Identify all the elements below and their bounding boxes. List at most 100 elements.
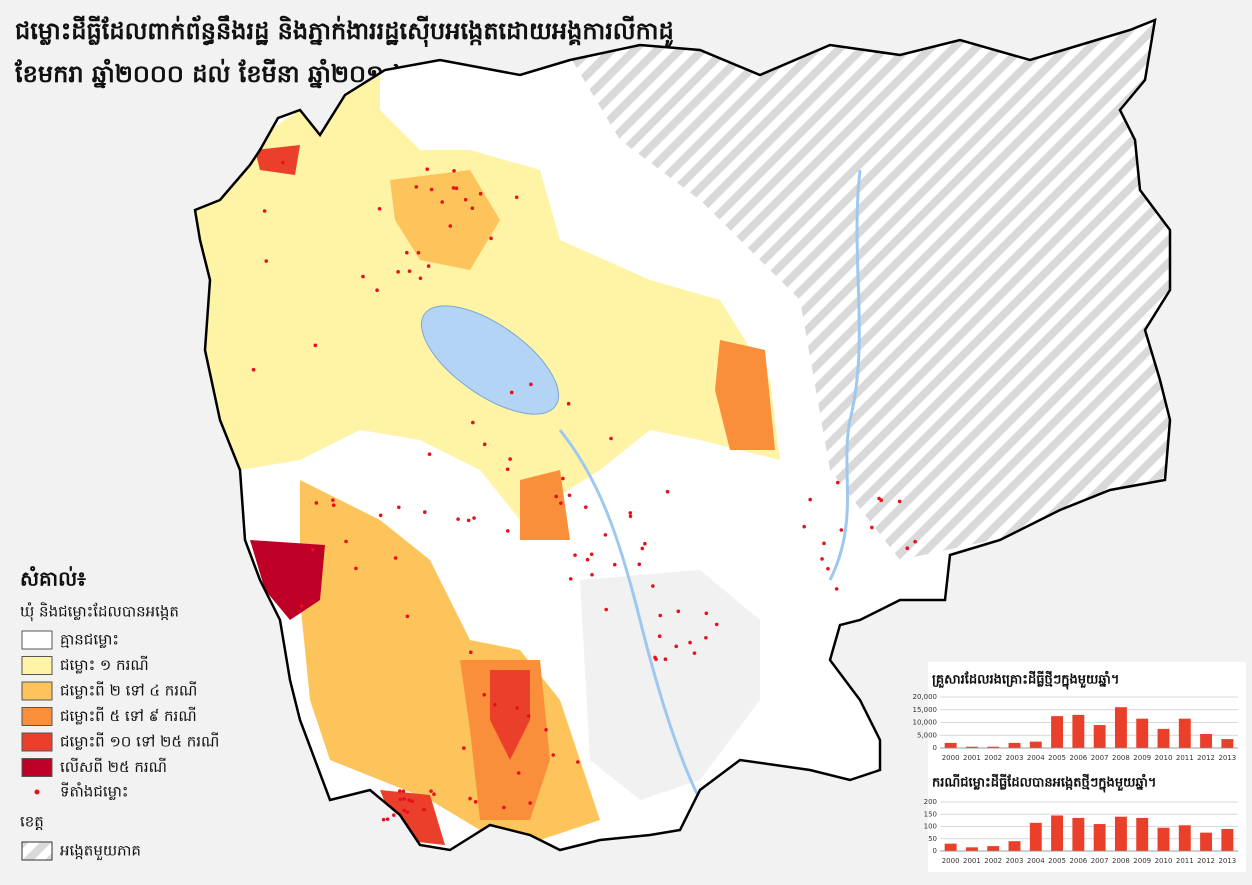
map-title: ជម្លោះដីធ្លីដែលពាក់ព័ន្ធនឹងរដ្ឋ និងភ្នាក… [15,15,674,48]
conflict-point [407,798,411,802]
conflict-point [584,505,588,510]
bar [1093,725,1106,748]
bar [1051,815,1064,851]
bar [944,843,957,851]
legend-label: លើសពី ២៥ ករណី [60,757,167,776]
conflict-point [391,813,396,817]
conflict-point [505,467,510,472]
x-tick-label: 2007 [1091,754,1109,762]
x-tick-label: 2003 [1006,857,1024,865]
legend-label: ជម្លោះ ១ ករណី [60,655,149,674]
charts: គ្រួសារដែលរងគ្រោះដីធ្លីថ្មីៗក្នុងមួយឆ្នា… [913,671,1238,865]
conflict-point [454,186,459,191]
bar [1221,739,1234,748]
conflict-point [835,480,840,485]
conflict-point [879,498,884,503]
bar [1114,816,1127,851]
conflict-point [665,489,670,494]
region [250,540,325,620]
conflict-point [529,382,533,387]
chart-title: គ្រួសារដែលរងគ្រោះដីធ្លីថ្មីៗក្នុងមួយឆ្នា… [932,671,1119,690]
conflict-point [472,516,476,520]
bar [1200,733,1213,748]
bar [1072,714,1085,748]
conflict-point [264,259,269,263]
conflict-point [311,547,315,552]
conflict-point [313,343,318,348]
conflict-point [674,644,679,649]
conflict-point [262,209,267,213]
conflict-point [405,810,410,814]
conflict-point [905,546,910,551]
river [558,429,702,801]
lake [420,305,560,415]
conflict-point [590,572,594,577]
hatched-area [560,20,1170,560]
y-tick-label: 0 [933,744,937,752]
conflict-point [528,801,532,805]
bar [1221,828,1234,851]
conflict-point [603,533,608,537]
x-tick-label: 2010 [1155,754,1173,762]
conflict-point [473,800,478,804]
legend-swatch [21,707,53,726]
bar [944,742,957,748]
conflict-point [402,808,406,813]
conflict-point [573,553,577,557]
x-tick-label: 2005 [1048,754,1066,762]
conflict-point [426,264,431,268]
bar [1051,716,1064,748]
region [715,340,775,450]
conflict-point [576,760,580,764]
conflict-point [381,817,386,822]
conflict-point [398,789,402,793]
conflict-point [567,493,572,498]
conflict-point [448,224,453,228]
conflict-point [688,640,692,645]
legend-point [34,789,40,795]
x-tick-label: 2013 [1218,857,1236,865]
conflict-point [377,206,382,211]
conflict-point [559,501,563,505]
conflict-point [466,518,471,523]
bar [1008,742,1021,748]
conflict-point [566,401,571,406]
conflict-point [385,817,390,821]
conflict-point [440,200,445,204]
conflict-point [407,269,412,273]
x-tick-label: 2011 [1176,857,1194,865]
conflict-point [432,792,436,796]
legend-label: ខេត្ត [20,813,44,831]
conflict-point [508,457,512,461]
bar [965,746,978,748]
x-tick-label: 2001 [963,857,981,865]
x-tick-label: 2013 [1218,754,1236,762]
conflict-points [251,160,917,822]
river [828,169,862,581]
x-tick-label: 2007 [1091,857,1109,865]
conflict-point [612,562,617,567]
legend-swatch [21,630,53,650]
x-tick-label: 2009 [1133,754,1151,762]
bar [1136,718,1149,748]
x-tick-label: 2006 [1069,857,1087,865]
conflict-point [509,390,514,395]
conflict-point [808,497,813,502]
x-tick-label: 2008 [1112,754,1130,762]
legend-label: ជម្លោះពី ២ ទៅ ៤ ករណី [60,681,197,700]
x-tick-label: 2008 [1112,857,1130,865]
conflict-point [361,274,365,279]
conflict-point [502,805,506,810]
conflict-point [561,476,565,481]
x-tick-label: 2011 [1176,754,1194,762]
conflict-point [470,206,475,211]
y-tick-label: 15,000 [913,706,938,714]
bar [1029,822,1042,851]
conflict-point [378,513,383,518]
conflict-point [628,511,633,515]
x-tick-label: 2002 [984,754,1002,762]
conflict-point [418,276,423,281]
legend-swatch [21,681,53,701]
